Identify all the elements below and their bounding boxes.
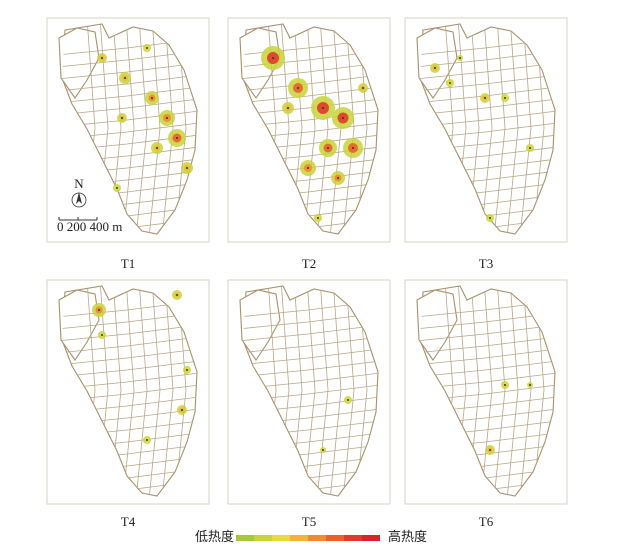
poi <box>124 77 126 79</box>
poi <box>287 107 289 109</box>
poi <box>156 147 158 149</box>
poi <box>317 217 319 219</box>
poi <box>459 57 461 59</box>
legend-low: 低热度 <box>195 529 234 544</box>
legend-swatch <box>326 535 344 541</box>
poi <box>322 107 324 109</box>
map-panel <box>405 280 568 510</box>
poi <box>449 82 451 84</box>
poi <box>352 147 354 149</box>
poi <box>272 57 274 59</box>
poi <box>529 384 531 386</box>
poi <box>322 449 324 451</box>
map-panel <box>405 18 568 248</box>
poi <box>504 384 506 386</box>
poi <box>504 97 506 99</box>
poi <box>146 47 148 49</box>
north-label: N <box>74 176 84 191</box>
legend-swatch <box>308 535 326 541</box>
poi <box>327 147 329 149</box>
poi <box>116 187 118 189</box>
map-panel <box>228 18 391 248</box>
legend-swatch <box>362 535 380 541</box>
poi <box>297 87 299 89</box>
scale-label: 0 200 400 m <box>57 219 122 234</box>
north-needle <box>76 192 82 204</box>
legend-swatch <box>290 535 308 541</box>
panel-label: T4 <box>121 514 136 529</box>
poi <box>176 294 178 296</box>
map-panel <box>228 280 391 510</box>
poi <box>529 147 531 149</box>
poi <box>347 399 349 401</box>
poi <box>146 439 148 441</box>
panel-label: T5 <box>302 514 316 529</box>
panel-label: T1 <box>121 256 135 271</box>
poi <box>176 137 178 139</box>
panel-label: T6 <box>479 514 494 529</box>
poi <box>186 369 188 371</box>
poi <box>489 217 491 219</box>
poi <box>489 449 491 451</box>
panel-label: T3 <box>479 256 493 271</box>
poi <box>186 167 188 169</box>
poi <box>342 117 344 119</box>
poi <box>181 409 183 411</box>
poi <box>101 334 103 336</box>
map-panel <box>47 280 210 510</box>
poi <box>337 177 339 179</box>
legend-high: 高热度 <box>388 529 427 544</box>
poi <box>362 87 364 89</box>
map-panel: N 0 200 400 m <box>47 18 210 248</box>
panel-label: T2 <box>302 256 316 271</box>
legend: 低热度 高热度 <box>195 529 427 544</box>
poi <box>434 67 436 69</box>
poi <box>484 97 486 99</box>
poi <box>151 97 153 99</box>
scale-line <box>58 217 98 221</box>
legend-swatch <box>272 535 290 541</box>
poi <box>307 167 309 169</box>
legend-swatch <box>254 535 272 541</box>
legend-swatch <box>344 535 362 541</box>
poi <box>101 57 103 59</box>
poi <box>166 117 168 119</box>
legend-swatch <box>236 535 254 541</box>
poi <box>98 309 100 311</box>
poi <box>121 117 123 119</box>
